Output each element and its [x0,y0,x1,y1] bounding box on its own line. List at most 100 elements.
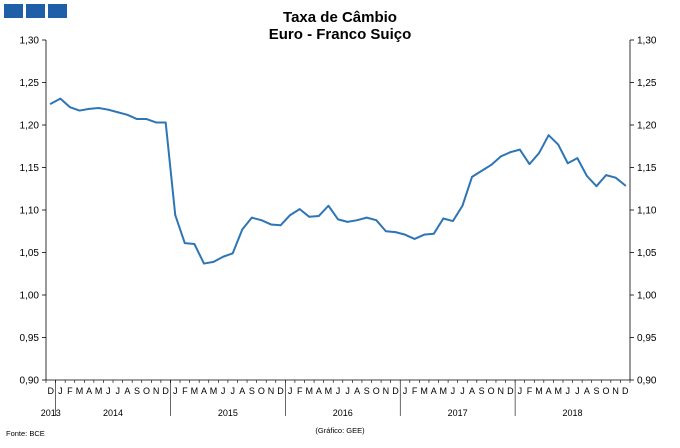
y-tick-label: 1,10 [637,206,657,217]
data-point [203,262,205,265]
x-tick-label: J [173,386,178,396]
x-tick-label: J [230,386,235,396]
year-label: 2015 [218,408,238,418]
data-point [174,214,177,217]
x-tick-label: J [336,386,341,396]
x-tick-label: D [48,386,55,396]
x-tick-label: F [297,386,303,396]
x-tick-label: J [460,386,465,396]
data-point [289,214,292,217]
x-tick-label: A [469,386,475,396]
data-point [614,176,617,179]
year-label: 2018 [563,408,583,418]
x-tick-label: J [345,386,350,396]
data-point [451,220,454,222]
data-point [605,174,607,177]
y-tick-label: 1,10 [20,206,40,217]
logo-square [4,4,23,18]
x-tick-label: A [316,386,322,396]
x-tick-label: A [354,386,360,396]
data-point [250,216,253,219]
x-tick-label: S [593,386,599,396]
data-point [317,215,320,217]
x-tick-label: F [412,386,418,396]
x-tick-label: S [249,386,255,396]
data-point [116,111,119,114]
data-point [442,217,445,220]
data-point [423,233,426,236]
data-point [107,108,110,111]
y-tick-label: 1,20 [20,121,40,132]
x-tick-label: J [566,386,571,396]
year-label: 2017 [448,408,468,418]
data-point [480,170,483,172]
x-tick-label: J [518,386,523,396]
y-tick-label: 1,25 [20,78,40,89]
x-tick-label: M [420,386,428,396]
x-tick-label: M [95,386,103,396]
data-point [356,219,359,222]
data-point [538,152,540,154]
x-tick-label: O [258,386,265,396]
data-point [308,215,311,218]
data-point [136,118,138,120]
data-point [413,238,416,240]
data-point [193,243,196,245]
y-tick-label: 1,20 [637,121,657,132]
y-tick-label: 1,05 [637,248,657,259]
x-tick-label: J [451,386,456,396]
x-tick-label: M [535,386,543,396]
y-tick-label: 0,95 [20,333,40,344]
y-tick-label: 1,00 [20,291,40,302]
data-point [365,216,368,219]
x-tick-label: J [221,386,226,396]
right-y-axis: 0,90 0,95 1,00 1,05 1,10 1,15 1,20 1,25 1,30 [630,36,657,387]
y-tick-label: 1,15 [637,163,657,174]
chart-subtitle: Euro - Franco Suiço [268,26,412,43]
data-point [375,219,378,222]
data-point [566,162,569,165]
data-point [183,242,186,245]
source-note: Fonte: BCE [6,429,45,438]
x-tick-label: F [527,386,533,396]
data-point [126,113,129,116]
data-point [69,106,71,109]
x-tick-label: M [76,386,84,396]
y-tick-label: 0,95 [637,333,657,344]
year-label: 2014 [103,408,123,418]
data-point [528,163,531,166]
y-tick-label: 1,15 [20,163,40,174]
data-point [49,102,52,105]
data-point [260,219,263,222]
x-tick-label: A [546,386,552,396]
x-tick-label: N [268,386,275,396]
data-point [59,97,62,100]
data-point [490,164,493,166]
x-tick-label: O [373,386,380,396]
data-point [519,148,521,151]
x-tick-label: J [106,386,111,396]
y-tick-label: 0,90 [637,376,657,387]
data-point [576,157,579,160]
x-tick-label: D [507,386,514,396]
data-point [222,255,225,258]
data-point [509,151,512,154]
x-tick-label: A [584,386,590,396]
x-tick-label: F [182,386,188,396]
x-tick-label: A [86,386,92,396]
x-tick-label: J [403,386,408,396]
y-tick-label: 1,30 [20,36,40,47]
data-point [346,221,349,223]
data-point [432,232,435,235]
x-tick-label: N [498,386,505,396]
x-tick-label: M [440,386,448,396]
x-tick-label: M [191,386,199,396]
y-tick-label: 0,90 [20,376,40,387]
logo-square [26,4,45,18]
data-point [155,121,157,124]
x-tick-label: D [392,386,399,396]
data-point [461,204,464,207]
series-group [49,97,627,265]
